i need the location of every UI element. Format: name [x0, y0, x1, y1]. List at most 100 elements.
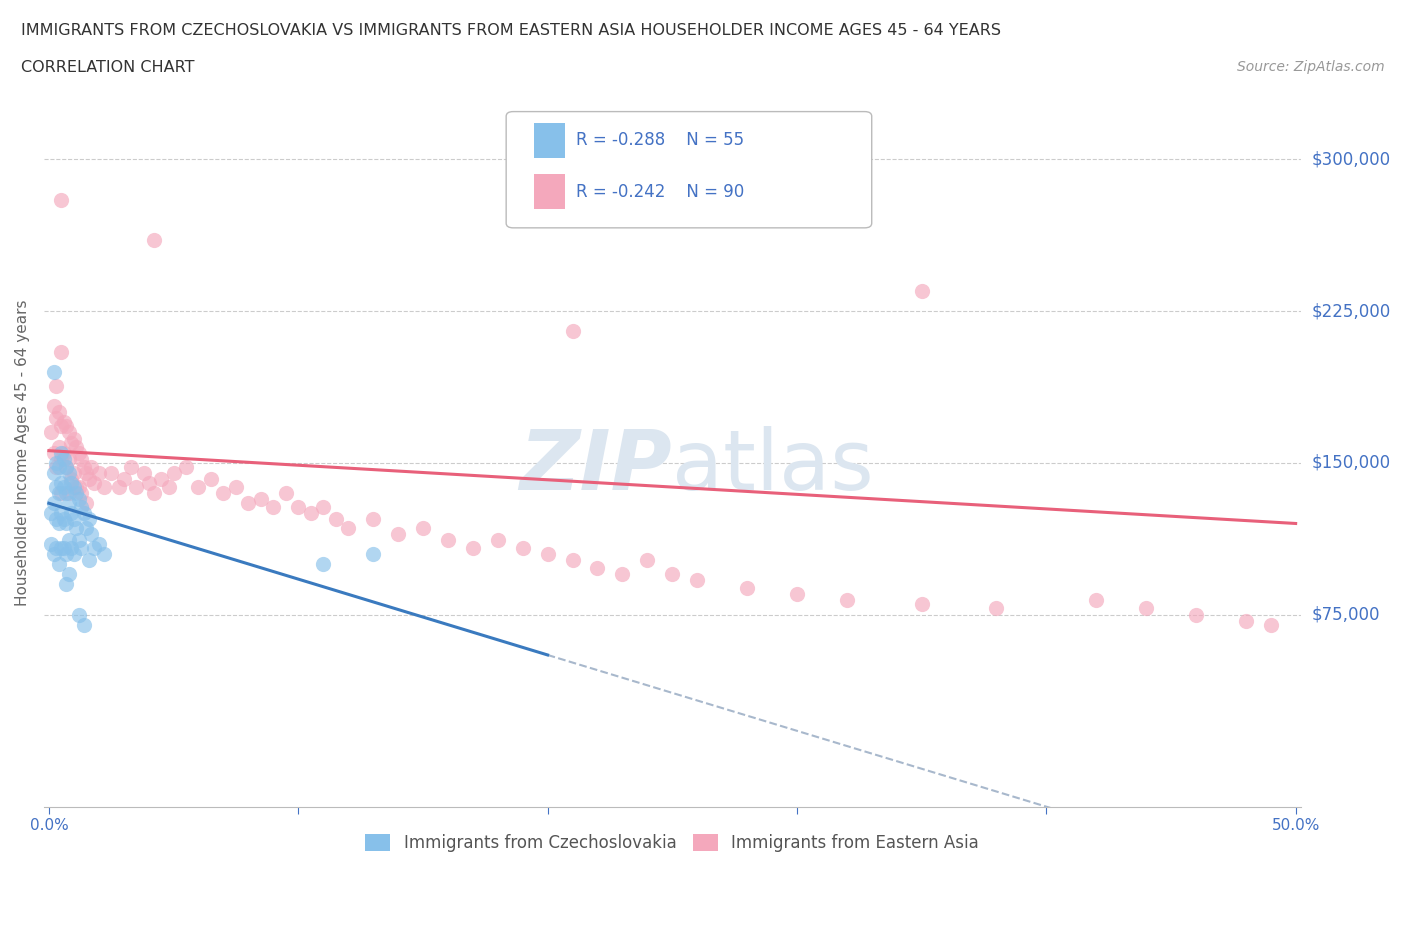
Point	[41, 506, 63, 521]
Point	[65, 485, 87, 500]
Point	[910, 597, 932, 612]
Text: $300,000: $300,000	[1312, 151, 1391, 168]
Point	[437, 532, 460, 547]
Point	[42, 445, 65, 460]
Point	[70, 499, 93, 514]
Point	[45, 459, 67, 474]
Point	[42, 365, 65, 379]
Point	[337, 520, 360, 535]
Point	[70, 451, 93, 466]
Point	[55, 577, 77, 591]
Point	[835, 593, 858, 608]
Point	[55, 547, 77, 562]
Point	[67, 445, 90, 460]
Point	[1135, 601, 1157, 616]
Point	[312, 499, 335, 514]
Point	[93, 480, 115, 495]
Point	[77, 472, 100, 486]
Legend: Immigrants from Czechoslovakia, Immigrants from Eastern Asia: Immigrants from Czechoslovakia, Immigran…	[359, 827, 986, 858]
Point	[107, 480, 129, 495]
Point	[299, 506, 322, 521]
Point	[73, 459, 96, 474]
Point	[87, 537, 110, 551]
Point	[910, 284, 932, 299]
Text: R = -0.288    N = 55: R = -0.288 N = 55	[576, 131, 745, 150]
Point	[536, 547, 558, 562]
Point	[52, 480, 75, 495]
Point	[51, 193, 73, 207]
Point	[62, 512, 84, 527]
Point	[83, 475, 105, 490]
Text: IMMIGRANTS FROM CZECHOSLOVAKIA VS IMMIGRANTS FROM EASTERN ASIA HOUSEHOLDER INCOM: IMMIGRANTS FROM CZECHOSLOVAKIA VS IMMIGR…	[21, 23, 1001, 38]
Point	[55, 418, 77, 433]
Point	[58, 466, 80, 481]
Point	[48, 459, 70, 474]
Text: $150,000: $150,000	[1312, 454, 1391, 472]
Point	[45, 540, 67, 555]
Point	[75, 496, 97, 511]
Point	[461, 540, 484, 555]
Text: R = -0.242    N = 90: R = -0.242 N = 90	[576, 182, 745, 201]
Point	[45, 379, 67, 393]
Point	[174, 459, 197, 474]
Point	[1185, 607, 1208, 622]
Point	[412, 520, 434, 535]
Point	[1260, 618, 1282, 632]
Point	[48, 405, 70, 419]
Point	[67, 480, 90, 495]
Point	[60, 506, 83, 521]
Text: CORRELATION CHART: CORRELATION CHART	[21, 60, 194, 75]
Point	[387, 526, 409, 541]
Point	[200, 472, 222, 486]
Point	[250, 492, 273, 507]
Point	[55, 459, 77, 474]
Point	[75, 466, 97, 481]
Point	[112, 472, 135, 486]
Point	[612, 566, 634, 581]
Point	[70, 485, 93, 500]
Point	[58, 532, 80, 547]
Point	[42, 496, 65, 511]
Point	[120, 459, 142, 474]
Point	[52, 512, 75, 527]
Point	[62, 547, 84, 562]
Point	[735, 580, 758, 595]
Point	[60, 475, 83, 490]
Point	[60, 540, 83, 555]
Point	[55, 485, 77, 500]
Point	[361, 512, 384, 527]
Point	[80, 459, 103, 474]
Point	[786, 587, 808, 602]
Point	[162, 466, 184, 481]
Point	[67, 492, 90, 507]
Point	[187, 480, 209, 495]
Point	[238, 496, 260, 511]
Point	[67, 607, 90, 622]
Point	[51, 418, 73, 433]
Point	[561, 552, 583, 567]
Text: $225,000: $225,000	[1312, 302, 1391, 320]
Point	[52, 415, 75, 430]
Point	[661, 566, 683, 581]
Point	[45, 512, 67, 527]
Point	[83, 540, 105, 555]
Point	[67, 532, 90, 547]
Point	[262, 499, 284, 514]
Point	[51, 344, 73, 359]
Point	[212, 485, 235, 500]
Point	[42, 466, 65, 481]
Point	[132, 466, 155, 481]
Point	[48, 556, 70, 571]
Point	[142, 232, 165, 247]
Point	[325, 512, 347, 527]
Point	[62, 466, 84, 481]
Point	[41, 537, 63, 551]
Point	[51, 445, 73, 460]
Point	[65, 480, 87, 495]
Point	[58, 451, 80, 466]
Point	[77, 552, 100, 567]
Point	[561, 324, 583, 339]
Point	[80, 526, 103, 541]
Point	[486, 532, 509, 547]
Point	[65, 439, 87, 454]
